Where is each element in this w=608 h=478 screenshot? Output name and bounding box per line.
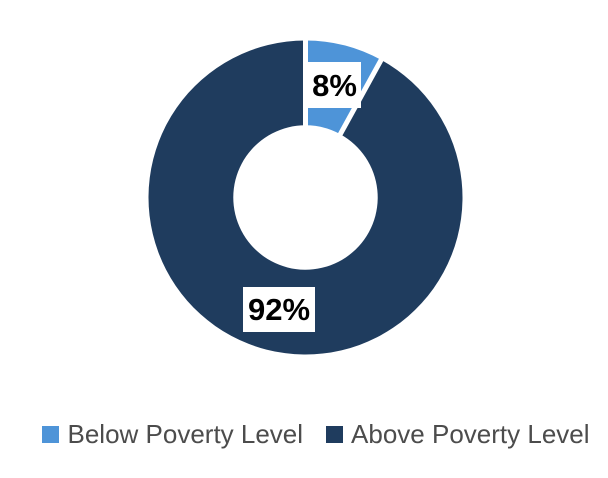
legend-item-above-poverty: Above Poverty Level <box>326 419 590 450</box>
legend-swatch-below-poverty-icon <box>42 426 60 443</box>
legend-label-above-poverty: Above Poverty Level <box>351 419 590 449</box>
data-label-above-poverty: 92% <box>243 287 315 332</box>
pie-slice-1 <box>148 40 463 355</box>
data-label-below-poverty: 8% <box>308 62 361 108</box>
legend-item-below-poverty: Below Poverty Level <box>42 419 303 450</box>
legend-label-below-poverty: Below Poverty Level <box>67 419 304 449</box>
legend-swatch-above-poverty-icon <box>326 426 344 443</box>
chart-legend: Below Poverty Level Above Poverty Level <box>0 419 608 450</box>
